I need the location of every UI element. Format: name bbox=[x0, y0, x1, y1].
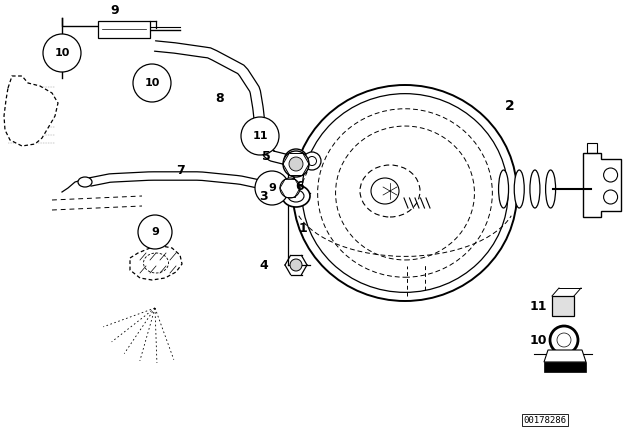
Text: 9: 9 bbox=[111, 4, 119, 17]
Ellipse shape bbox=[78, 177, 92, 187]
Circle shape bbox=[283, 151, 309, 177]
Text: 9: 9 bbox=[151, 227, 159, 237]
Ellipse shape bbox=[545, 170, 556, 208]
Circle shape bbox=[290, 259, 302, 271]
Polygon shape bbox=[544, 362, 586, 372]
Polygon shape bbox=[4, 76, 58, 146]
Circle shape bbox=[241, 117, 279, 155]
Circle shape bbox=[284, 149, 308, 173]
Text: 11: 11 bbox=[529, 300, 547, 313]
Ellipse shape bbox=[499, 170, 509, 208]
FancyBboxPatch shape bbox=[98, 21, 150, 38]
FancyBboxPatch shape bbox=[552, 296, 574, 316]
Polygon shape bbox=[544, 350, 586, 362]
Text: 5: 5 bbox=[262, 150, 270, 163]
Ellipse shape bbox=[288, 190, 304, 202]
Text: 6: 6 bbox=[296, 180, 304, 193]
Circle shape bbox=[43, 34, 81, 72]
Circle shape bbox=[255, 171, 289, 205]
Text: 1: 1 bbox=[299, 221, 307, 234]
Text: 10: 10 bbox=[529, 333, 547, 346]
Circle shape bbox=[133, 64, 171, 102]
Circle shape bbox=[557, 333, 571, 347]
Text: 00178286: 00178286 bbox=[524, 415, 566, 425]
Text: 10: 10 bbox=[54, 48, 70, 58]
Ellipse shape bbox=[371, 178, 399, 204]
Text: 8: 8 bbox=[216, 91, 224, 104]
Circle shape bbox=[280, 178, 300, 198]
Ellipse shape bbox=[530, 170, 540, 208]
Text: 11: 11 bbox=[252, 131, 268, 141]
Text: 9: 9 bbox=[268, 183, 276, 193]
Circle shape bbox=[303, 152, 321, 170]
Text: 10: 10 bbox=[144, 78, 160, 88]
Circle shape bbox=[138, 215, 172, 249]
Text: 3: 3 bbox=[260, 190, 268, 202]
Ellipse shape bbox=[282, 185, 310, 207]
Text: 7: 7 bbox=[175, 164, 184, 177]
Ellipse shape bbox=[515, 170, 524, 208]
Circle shape bbox=[289, 157, 303, 171]
Polygon shape bbox=[154, 41, 296, 167]
Text: 2: 2 bbox=[505, 99, 515, 113]
Polygon shape bbox=[89, 172, 275, 192]
Text: 4: 4 bbox=[260, 258, 268, 271]
